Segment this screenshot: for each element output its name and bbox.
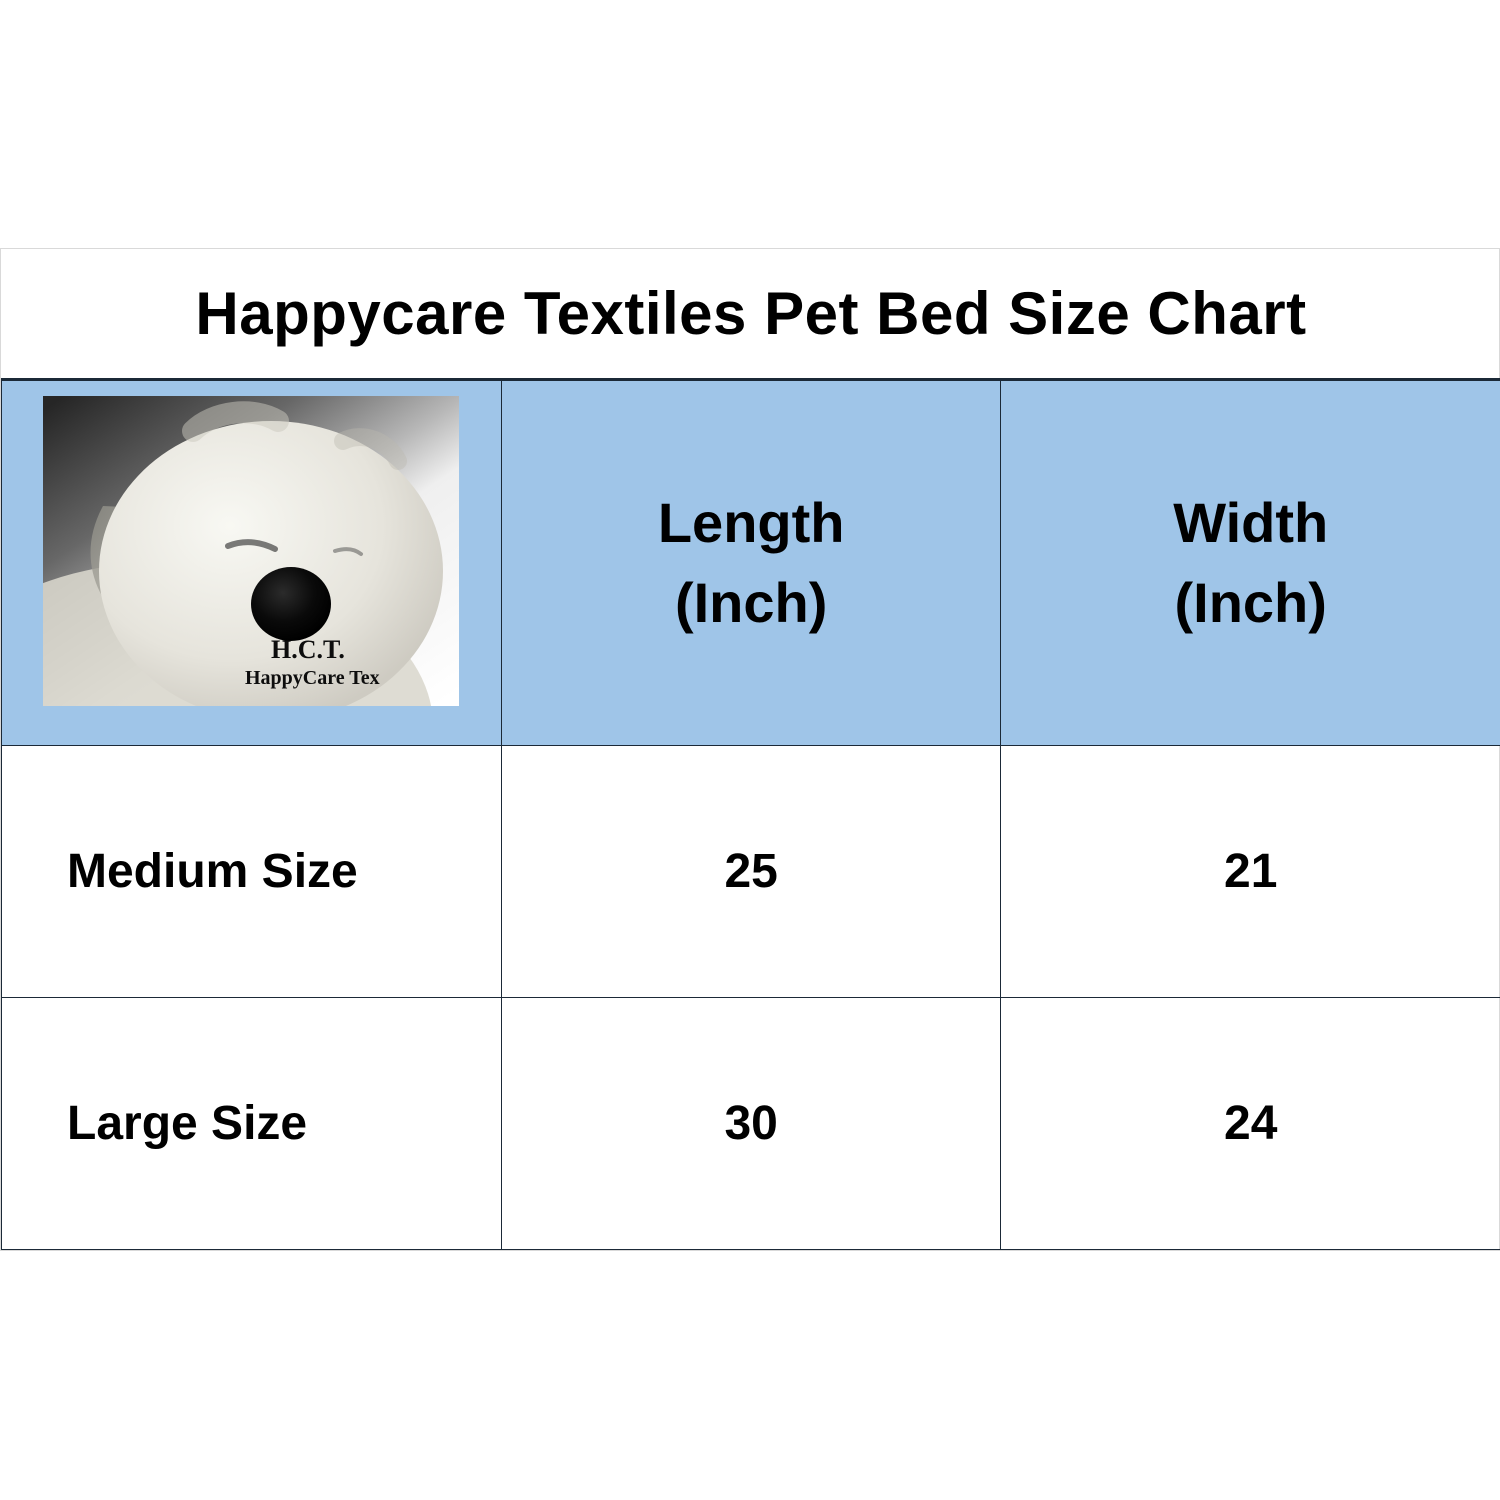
svg-text:HappyCare Tex: HappyCare Tex (245, 667, 380, 689)
svg-text:H.C.T.: H.C.T. (271, 635, 345, 664)
